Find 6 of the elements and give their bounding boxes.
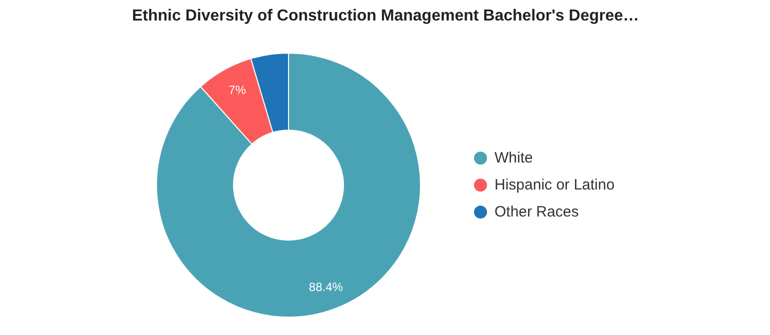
chart-title: Ethnic Diversity of Construction Management Bachelor's Degree… <box>132 8 640 24</box>
data-label: 7% <box>228 82 246 97</box>
legend-label: Hispanic or Latino <box>494 176 615 194</box>
legend-label: Other Races <box>494 204 579 221</box>
data-label: 88.4% <box>308 280 344 294</box>
legend-label: White <box>494 150 533 167</box>
